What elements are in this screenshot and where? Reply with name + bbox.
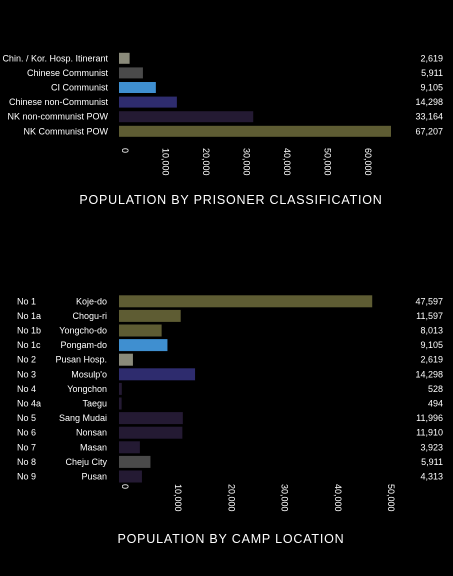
value-label: 67,207: [415, 126, 443, 136]
bar-0: [119, 52, 130, 64]
camp-number-label: No 4a: [17, 399, 41, 409]
category-label: Cheju City: [65, 457, 107, 467]
category-label: Pongam-do: [60, 340, 107, 350]
bar-6: [119, 382, 122, 395]
bar-11: [119, 455, 151, 468]
category-label: Chogu-ri: [72, 311, 107, 321]
category-label: Koje-do: [76, 296, 107, 306]
value-label: 47,597: [415, 296, 443, 306]
x-tick-label: 50,000: [322, 148, 332, 176]
bar-4: [119, 353, 133, 366]
value-label: 11,910: [416, 428, 443, 438]
bar-9: [119, 426, 183, 439]
category-label: Sang Mudai: [59, 413, 107, 423]
value-label: 3,923: [420, 442, 443, 452]
camp-number-label: No 6: [17, 428, 36, 438]
category-label: Pusan Hosp.: [55, 355, 107, 365]
category-label: Yongchon: [67, 384, 107, 394]
x-tick-label: 60,000: [363, 148, 373, 176]
category-label: Chinese Communist: [27, 68, 109, 78]
value-label: 9,105: [420, 340, 443, 350]
category-label: Chin. / Kor. Hosp. Itinerant: [2, 53, 108, 63]
bar-1: [119, 309, 181, 322]
x-tick-label: 40,000: [282, 148, 292, 176]
bar-5: [119, 368, 196, 381]
value-label: 14,298: [415, 97, 443, 107]
bar-5: [119, 125, 391, 137]
value-label: 8,013: [420, 326, 443, 336]
value-label: 9,105: [420, 83, 443, 93]
camp-number-label: No 8: [17, 457, 36, 467]
bar-2: [119, 324, 162, 337]
category-label: Yongcho-do: [59, 326, 107, 336]
classification-chart: Chin. / Kor. Hosp. Itinerant 2,619 Chinese…: [2, 52, 443, 207]
bar-3: [119, 96, 177, 108]
value-label: 2,619: [420, 355, 443, 365]
x-tick-label: 20,000: [201, 148, 211, 176]
camp-number-label: No 1b: [17, 326, 41, 336]
category-label: Masan: [80, 442, 107, 452]
bar-0: [119, 295, 373, 308]
value-label: 494: [428, 399, 443, 409]
camp-number-label: No 4: [17, 384, 36, 394]
value-label: 2,619: [420, 53, 443, 63]
camp-number-label: No 1: [17, 296, 36, 306]
category-label: CI Communist: [51, 83, 109, 93]
value-label: 11,996: [416, 413, 443, 423]
camp-number-label: No 9: [17, 472, 36, 482]
camp-number-label: No 7: [17, 442, 36, 452]
x-tick-label: 40,000: [333, 484, 343, 512]
value-label: 5,911: [421, 68, 443, 78]
x-tick-label: 0: [120, 484, 130, 489]
bar-10: [119, 441, 140, 454]
bar-2: [119, 82, 156, 93]
value-label: 11,597: [416, 311, 443, 321]
category-label: Taegu: [82, 399, 107, 409]
category-label: Nonsan: [76, 428, 107, 438]
camp-number-label: No 2: [17, 355, 36, 365]
x-tick-label: 30,000: [280, 484, 290, 512]
x-tick-label: 0: [120, 148, 130, 153]
camp-number-label: No 1c: [17, 340, 41, 350]
category-label: Chinese non-Communist: [9, 97, 109, 107]
x-tick-label: 30,000: [241, 148, 251, 176]
bar-3: [119, 339, 168, 352]
bar-8: [119, 412, 183, 425]
value-label: 14,298: [415, 369, 443, 379]
x-tick-label: 20,000: [226, 484, 236, 512]
category-label: NK Communist POW: [23, 126, 108, 136]
camp-number-label: No 3: [17, 369, 36, 379]
camp-number-label: No 1a: [17, 311, 41, 321]
chart-title: POPULATION BY PRISONER CLASSIFICATION: [79, 193, 382, 207]
bar-1: [119, 67, 143, 79]
bar-12: [119, 470, 142, 483]
camp-number-label: No 5: [17, 413, 36, 423]
bar-7: [119, 397, 122, 410]
chart-title: POPULATION BY CAMP LOCATION: [118, 532, 345, 546]
value-label: 33,164: [415, 112, 443, 122]
value-label: 528: [428, 384, 443, 394]
value-label: 4,313: [420, 472, 443, 482]
bar-4: [119, 111, 254, 123]
category-label: NK non-communist POW: [7, 112, 108, 122]
x-tick-label: 10,000: [173, 484, 183, 512]
value-label: 5,911: [421, 457, 443, 467]
category-label: Mosulp'o: [71, 369, 107, 379]
x-tick-label: 50,000: [386, 484, 396, 512]
category-label: Pusan: [81, 472, 107, 482]
x-tick-label: 10,000: [160, 148, 170, 176]
